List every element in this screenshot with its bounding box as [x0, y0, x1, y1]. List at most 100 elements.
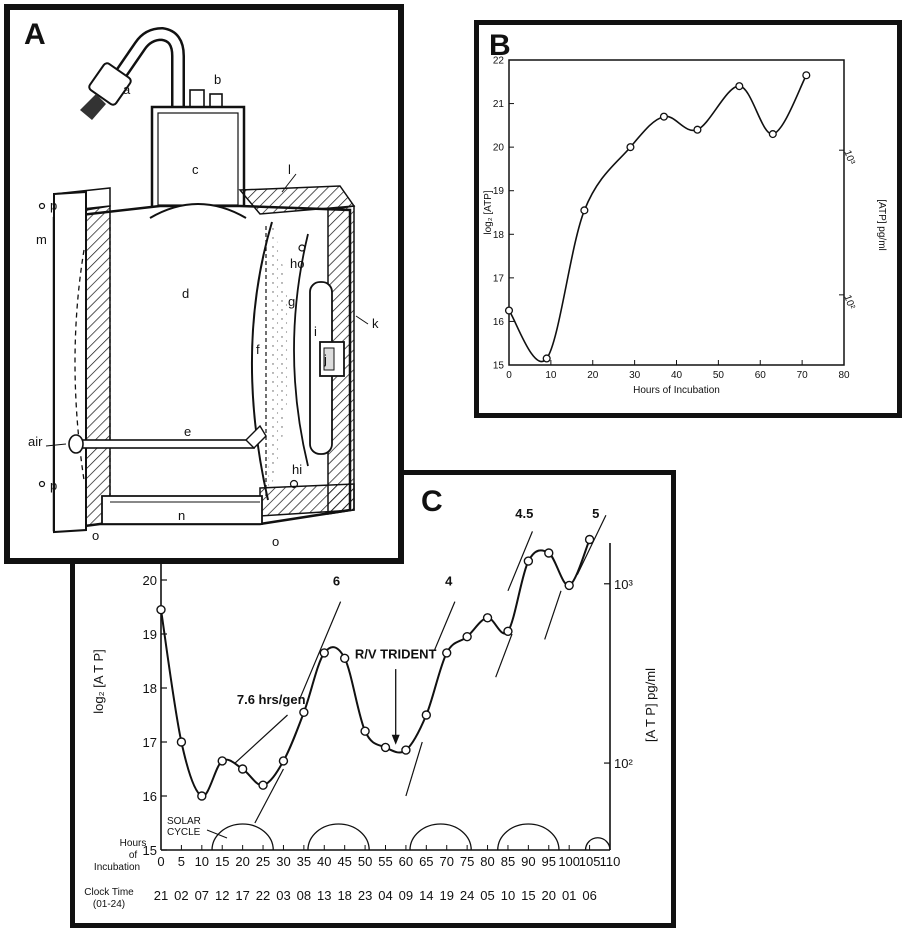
panel-c-letter: C [421, 485, 443, 518]
x-tick-label: 80 [480, 854, 494, 869]
panel-a: A [4, 4, 404, 564]
data-point [360, 726, 370, 736]
y-tick-label: 17 [143, 735, 157, 750]
data-point [258, 780, 268, 790]
label-c: c [192, 162, 199, 177]
y-tick-label: 20 [143, 573, 157, 588]
solar-label-arrow [206, 829, 228, 839]
solar-arc [409, 823, 472, 851]
data-point [802, 71, 811, 80]
data-point [401, 745, 411, 755]
label-j: j [323, 352, 327, 367]
label-p-bottom: p [50, 478, 57, 493]
growth-rate-line [544, 590, 562, 640]
panel-b: B 0 10 20 30 40 50 60 70 80 15 16 17 18 19 20 21 22 10² 10… [474, 20, 902, 418]
label-i: i [314, 324, 317, 339]
growth-rate-label: 4.5 [515, 506, 533, 521]
x-tick-label: 0 [157, 854, 164, 869]
hours-row-label-1: Hours [120, 838, 147, 849]
label-hi: hi [292, 462, 302, 477]
x-tick-label: 10 [195, 854, 209, 869]
label-f: f [256, 342, 260, 357]
y-axis-right-label: [A T P] pg/ml [643, 668, 658, 742]
clock-time-label: 22 [256, 888, 270, 903]
data-point [319, 648, 329, 658]
y-axis-right-label: [ATP] pg/ml [876, 199, 887, 251]
clock-time-label: 04 [378, 888, 392, 903]
clock-time-label: 19 [439, 888, 453, 903]
growth-rate-line [234, 714, 288, 765]
growth-rate-label: 6 [333, 573, 340, 588]
growth-rate-label: 4 [445, 573, 453, 588]
y-tick-label: 17 [493, 273, 505, 284]
growth-rate-label: 5 [592, 506, 599, 521]
clock-time-label: 08 [297, 888, 311, 903]
solar-label-line-1: SOLAR [167, 816, 201, 827]
data-point [693, 125, 702, 134]
clock-row-label-2: (01-24) [93, 899, 125, 910]
y-tick-label: 18 [493, 230, 505, 241]
x-tick-label: 45 [337, 854, 351, 869]
label-m: m [36, 232, 47, 247]
growth-rate-line [576, 514, 607, 575]
data-point [462, 631, 472, 642]
growth-rate-label: 7.6 hrs/gen [237, 692, 306, 707]
x-tick-label: 10 [545, 370, 557, 381]
y-axis-label: log₂ [A T P] [91, 649, 106, 714]
clock-time-label: 12 [215, 888, 229, 903]
data-point [299, 707, 309, 718]
data-point [542, 354, 551, 363]
data-point [544, 548, 554, 558]
y-tick-label: 15 [143, 843, 157, 858]
series-line [508, 74, 807, 363]
y-tick-label: 16 [493, 317, 505, 328]
x-tick-label: 50 [713, 370, 725, 381]
right-tick-label: 10³ [614, 577, 633, 592]
y-tick-label: 18 [143, 681, 157, 696]
data-point [735, 82, 744, 91]
data-point [217, 756, 227, 766]
x-tick-label: 100 [558, 854, 580, 869]
x-tick-label: 60 [755, 370, 767, 381]
clock-time-label: 17 [235, 888, 249, 903]
growth-rate-line [254, 768, 284, 824]
y-tick-label: 15 [493, 361, 505, 372]
x-tick-label: 90 [521, 854, 535, 869]
clock-time-label: 09 [399, 888, 413, 903]
solar-arc [497, 823, 560, 851]
right-tick-label: 10² [841, 293, 857, 311]
label-a: a [123, 82, 131, 97]
y-axis-label: log₂ [ATP] [483, 190, 494, 234]
solar-label-line-2: CYCLE [167, 827, 201, 838]
x-tick-label: 55 [378, 854, 392, 869]
x-axis-label: Hours of Incubation [633, 385, 720, 396]
x-tick-label: 0 [506, 370, 512, 381]
x-tick-label: 70 [439, 854, 453, 869]
x-tick-label: 20 [587, 370, 599, 381]
data-point [278, 756, 289, 766]
data-point [523, 556, 534, 566]
data-point [237, 764, 248, 774]
annotation-arrow-head [391, 734, 400, 745]
label-d: d [182, 286, 189, 301]
data-point [504, 306, 514, 315]
x-tick-label: 50 [358, 854, 372, 869]
x-tick-label: 25 [256, 854, 270, 869]
air-line [68, 424, 267, 454]
x-tick-label: 65 [419, 854, 433, 869]
label-b: b [214, 72, 221, 87]
clock-time-label: 02 [174, 888, 188, 903]
x-tick-label: 75 [460, 854, 474, 869]
panel-b-letter: B [489, 29, 511, 62]
data-point [339, 653, 350, 664]
data-point [380, 742, 391, 753]
y-tick-label: 16 [143, 789, 157, 804]
growth-rate-line [299, 601, 342, 700]
growth-rate-line [507, 531, 534, 592]
clock-time-label: 15 [521, 888, 535, 903]
chart-b: B 0 10 20 30 40 50 60 70 80 15 16 17 18 19 20 21 22 10² 10… [483, 29, 887, 396]
clock-time-label: 23 [358, 888, 372, 903]
x-tick-label: 60 [399, 854, 413, 869]
x-tick-label: 30 [629, 370, 641, 381]
